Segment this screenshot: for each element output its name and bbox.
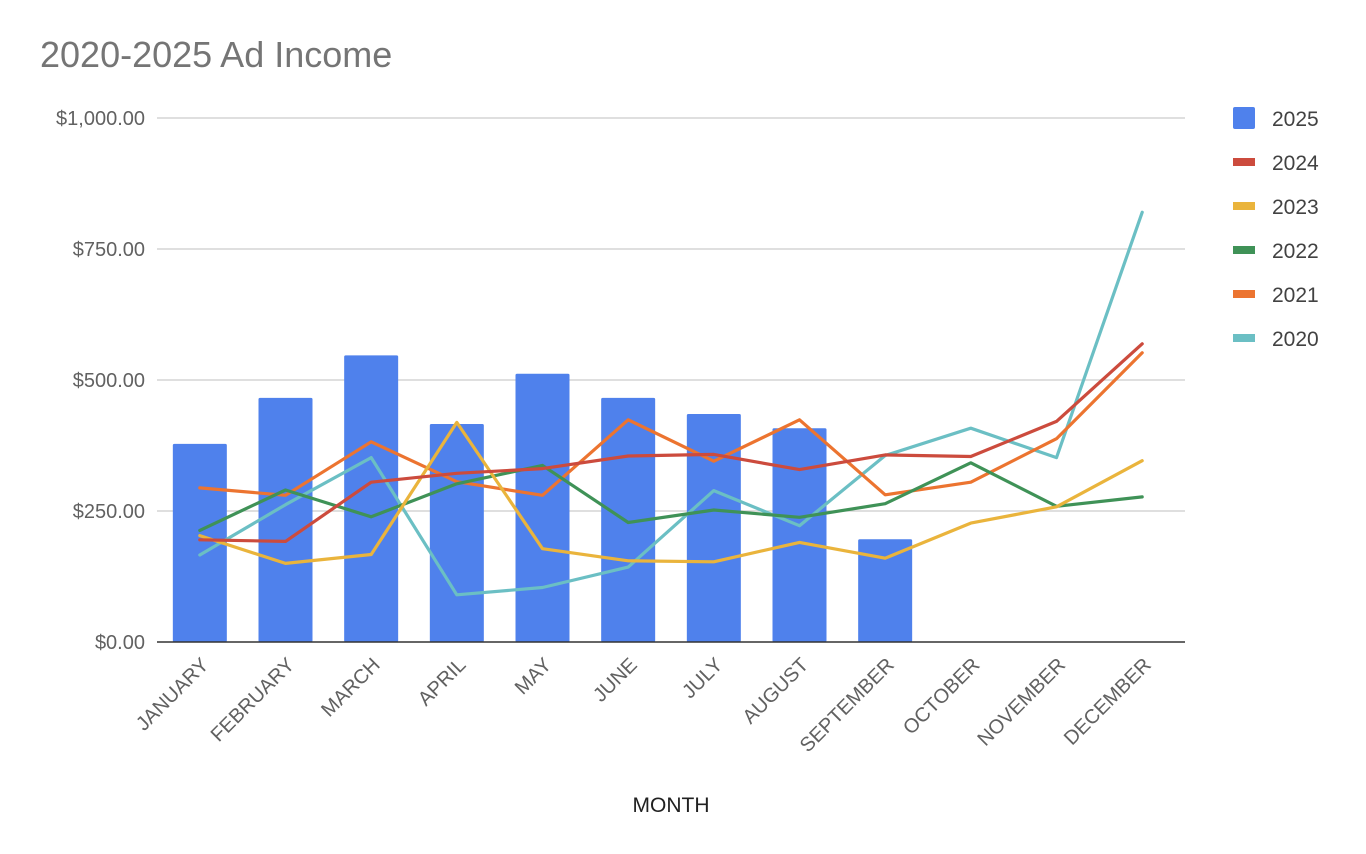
bar-2025-july — [686, 414, 741, 642]
y-tick-label: $1,000.00 — [56, 108, 145, 130]
legend-label-2023: 2023 — [1272, 196, 1319, 219]
x-tick-label: NOVEMBER — [974, 654, 1070, 750]
bar-2025-january — [172, 443, 227, 642]
line-series-2024 — [198, 342, 1144, 544]
legend-label-2022: 2022 — [1272, 240, 1319, 263]
bar-2025-march — [344, 355, 399, 642]
bar-2025-september — [858, 539, 913, 642]
y-tick-label: $250.00 — [73, 501, 145, 523]
x-tick-label: JULY — [678, 654, 727, 703]
x-tick-label: OCTOBER — [899, 654, 984, 739]
legend-swatch-2021 — [1233, 290, 1255, 298]
legend-item-2024: 2024 — [1233, 152, 1319, 175]
bar-2025-may — [515, 373, 570, 642]
gridlines — [157, 117, 1185, 512]
x-tick-label: APRIL — [414, 654, 470, 710]
legend-swatch-2023 — [1233, 202, 1255, 210]
legend-swatch-2024 — [1233, 158, 1255, 166]
legend-item-2022: 2022 — [1233, 240, 1319, 263]
x-tick-label: DECEMBER — [1060, 654, 1156, 750]
legend-label-2020: 2020 — [1272, 328, 1319, 351]
line-series-2021 — [198, 351, 1144, 497]
legend-label-2025: 2025 — [1272, 108, 1319, 131]
x-axis-title: MONTH — [633, 794, 710, 817]
x-tick-label: MAY — [511, 654, 556, 699]
legend-item-2020: 2020 — [1233, 328, 1319, 351]
y-tick-label: $500.00 — [73, 370, 145, 392]
legend-item-2023: 2023 — [1233, 196, 1319, 219]
bar-2025-february — [258, 397, 313, 642]
chart-title: 2020-2025 Ad Income — [40, 34, 392, 75]
legend-label-2021: 2021 — [1272, 284, 1319, 307]
bar-2025-august — [772, 428, 827, 642]
bar-series — [172, 355, 913, 642]
legend-swatch-2020 — [1233, 334, 1255, 342]
y-axis-ticks: $0.00 $250.00 $500.00 $750.00 $1,000.00 — [56, 108, 145, 654]
line-series-2022 — [198, 461, 1144, 533]
y-tick-label: $750.00 — [73, 239, 145, 261]
x-tick-label: JUNE — [589, 654, 641, 706]
x-tick-label: AUGUST — [739, 654, 813, 728]
legend-swatch-2022 — [1233, 246, 1255, 254]
legend-label-2024: 2024 — [1272, 152, 1319, 175]
legend-item-2025: 2025 — [1233, 107, 1319, 131]
x-tick-label: JANUARY — [132, 654, 213, 735]
bar-2025-april — [429, 424, 484, 642]
legend: 2025 2024 2023 2022 2021 2020 — [1233, 107, 1319, 351]
line-series-2023 — [198, 420, 1144, 566]
legend-swatch-2025 — [1233, 107, 1255, 129]
x-tick-label: MARCH — [317, 654, 384, 721]
legend-item-2021: 2021 — [1233, 284, 1319, 307]
line-series-2020 — [198, 210, 1144, 597]
line-series — [198, 210, 1144, 597]
y-tick-label: $0.00 — [95, 632, 145, 654]
x-tick-label: FEBRUARY — [207, 654, 299, 746]
